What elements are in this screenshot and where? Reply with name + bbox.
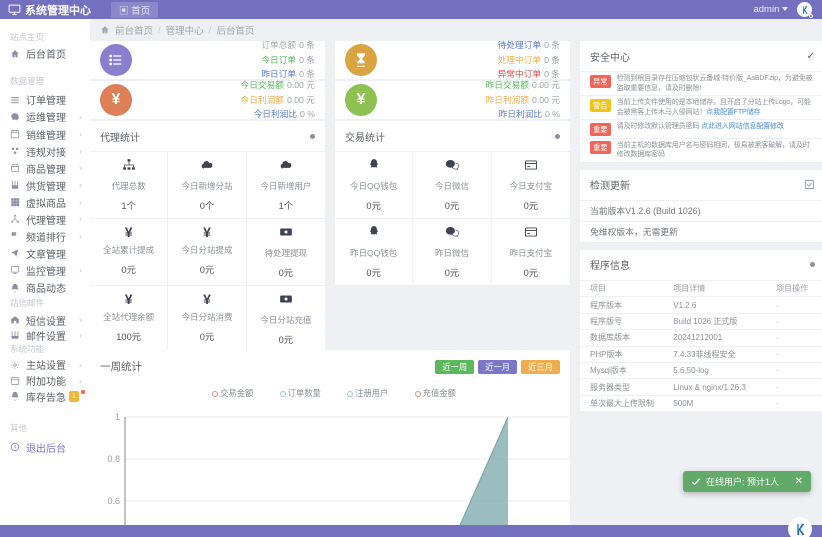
svg-text:0.8: 0.8: [107, 454, 120, 464]
svg-text:0.6: 0.6: [107, 496, 120, 506]
svg-text:1: 1: [115, 412, 120, 422]
